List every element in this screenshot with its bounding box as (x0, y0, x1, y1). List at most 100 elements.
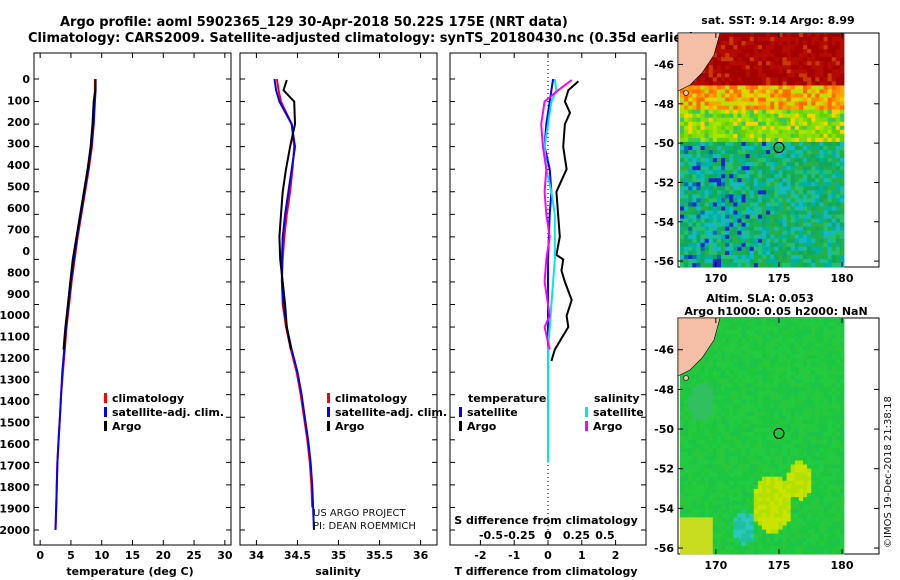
map-cell (737, 73, 742, 78)
map-cell (721, 545, 726, 551)
map-cell (807, 476, 812, 482)
map-cell (803, 436, 808, 441)
map-cell (737, 105, 742, 111)
map-cell (827, 109, 833, 115)
map-cell (794, 537, 800, 543)
map-cell (688, 370, 693, 376)
map-cell (786, 537, 792, 543)
map-cell (716, 354, 722, 360)
map-cell (737, 436, 742, 441)
map-cell (835, 125, 841, 131)
map-cell (803, 222, 808, 228)
map-cell (835, 350, 841, 356)
map-cell (708, 484, 714, 490)
map-cell (729, 423, 734, 429)
map-cell (753, 258, 759, 264)
map-cell (733, 472, 738, 478)
map-cell (798, 415, 804, 421)
map-cell (757, 105, 763, 111)
map-cell (831, 415, 837, 421)
map-cell (815, 37, 820, 42)
map-cell (733, 129, 738, 135)
map-cell (766, 41, 771, 46)
map-cell (782, 505, 787, 510)
map-cell (766, 210, 771, 215)
map-cell (803, 513, 808, 518)
map-cell (729, 89, 734, 94)
map-cell (737, 513, 742, 518)
map-cell (696, 222, 701, 228)
map-cell (790, 533, 796, 539)
map-cell (766, 117, 771, 123)
map-cell (831, 45, 837, 50)
map-cell (823, 246, 828, 252)
map-cell (774, 488, 779, 494)
map-cell (757, 262, 763, 268)
map-cell (778, 334, 783, 339)
map-cell (815, 509, 820, 514)
map-cell (794, 141, 800, 147)
map-cell (803, 334, 808, 339)
map-cell (708, 354, 714, 360)
map-cell (798, 117, 804, 123)
map-cell (786, 53, 792, 58)
map-cell (790, 105, 796, 111)
map-cell (708, 501, 714, 506)
map-cell (737, 541, 742, 547)
map-cell (749, 350, 755, 356)
map-cell (823, 33, 828, 38)
map-cell (794, 206, 800, 211)
map-cell (774, 541, 779, 547)
map-cell (815, 448, 820, 453)
map-cell (692, 545, 697, 551)
map-cell (757, 145, 763, 151)
map-cell (753, 334, 759, 339)
map-cell (680, 431, 685, 437)
map-cell (688, 411, 693, 417)
map-cell (766, 391, 771, 396)
map-cell (827, 129, 833, 135)
map-cell (819, 338, 824, 343)
map-cell (823, 488, 828, 494)
map-cell (737, 411, 742, 417)
map-cell (712, 190, 718, 195)
map-cell (721, 258, 726, 264)
map-cell (757, 190, 763, 195)
map-cell (762, 472, 767, 478)
map-cell (790, 517, 796, 522)
map-cell (819, 202, 824, 207)
map-cell (798, 472, 804, 478)
map-cell (733, 322, 738, 327)
map-cell (688, 202, 693, 207)
map-cell (688, 218, 693, 224)
map-cell (811, 121, 816, 127)
map-cell (798, 468, 804, 474)
map-cell (786, 338, 792, 343)
map-cell (774, 533, 779, 539)
map-cell (807, 517, 812, 522)
credit-pi: PI: DEAN ROEMMICH (313, 521, 416, 532)
map-cell (794, 541, 800, 547)
map-cell (696, 541, 701, 547)
map-cell (778, 77, 783, 82)
map-cell (831, 452, 837, 457)
map-cell (712, 214, 718, 219)
map-cell (766, 354, 771, 360)
legend-label-s-satellite: satellite (593, 406, 644, 419)
map-cell (823, 521, 828, 526)
map-cell (741, 403, 746, 408)
map-cell (729, 541, 734, 547)
map-cell (807, 57, 812, 62)
map-cell (692, 472, 697, 478)
map-cell (827, 533, 833, 539)
map-cell (778, 366, 783, 372)
map-cell (782, 37, 787, 42)
map-cell (827, 65, 833, 70)
map-cell (757, 545, 763, 551)
map-cell (835, 69, 841, 74)
map-cell (729, 509, 734, 514)
map-cell (725, 33, 730, 38)
map-cell (700, 89, 705, 94)
map-cell (704, 460, 710, 465)
map-cell (725, 234, 730, 240)
